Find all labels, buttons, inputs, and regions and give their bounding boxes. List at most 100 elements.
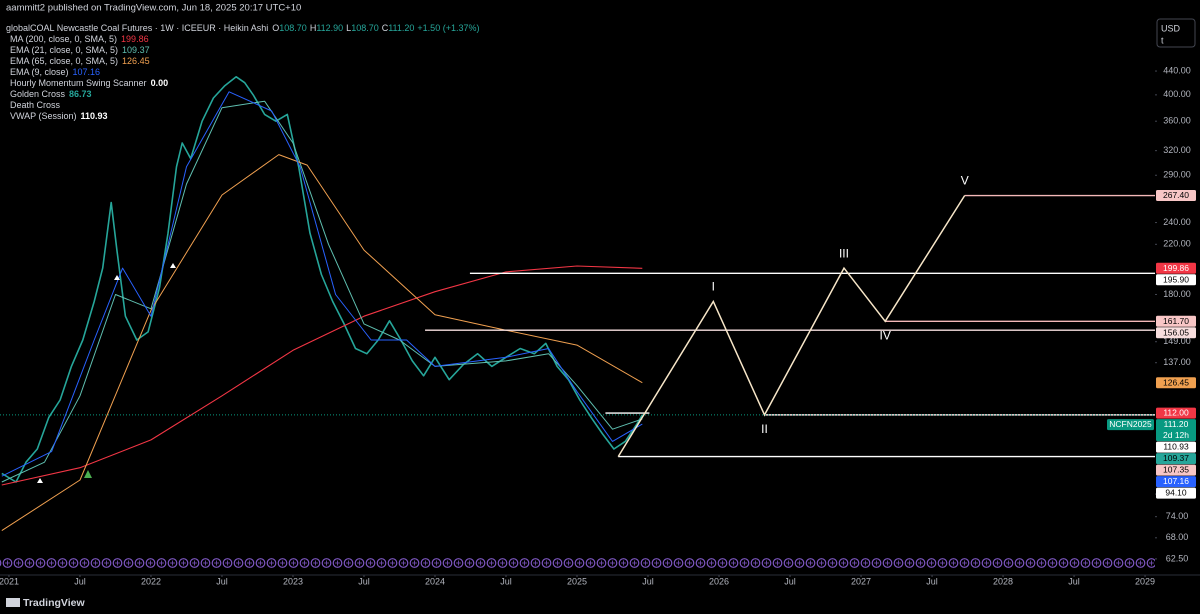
price-label-box (1156, 377, 1196, 389)
x-tick-label: Jul (74, 576, 86, 586)
price-label: 195.90 (1163, 274, 1189, 284)
ohlc-value: 111.20 (388, 23, 414, 33)
indicator-entry: Golden Cross 86.73 (10, 89, 92, 99)
ohlc-value: 108.70 (351, 23, 379, 33)
symbol-title: globalCOAL Newcastle Coal Futures · 1W ·… (6, 23, 268, 33)
legend-name: EMA (9, close) (10, 67, 69, 77)
x-tick-label: Jul (784, 576, 796, 586)
price-label-box (1156, 407, 1196, 419)
y-tick-label: 68.00 (1166, 532, 1189, 542)
price-label-box (1156, 453, 1196, 465)
change: +1.50 (+1.37%) (417, 23, 479, 33)
indicator-entry: Death Cross (10, 100, 61, 110)
x-tick-label: 2023 (283, 576, 303, 586)
session-markers (0, 557, 1155, 569)
legend-name: MA (200, close, 0, SMA, 5) (10, 34, 117, 44)
price-label-box (1156, 262, 1196, 274)
price-label: 112.00 (1163, 408, 1189, 418)
indicator-entry: VWAP (Session) 110.93 (10, 111, 108, 121)
currency[interactable]: USD (1161, 23, 1181, 33)
price-label: 107.35 (1163, 465, 1189, 475)
price-label: 156.05 (1163, 327, 1189, 337)
price-label-box (1156, 190, 1196, 202)
price-label-box (1156, 419, 1196, 442)
price-label: 107.16 (1163, 476, 1189, 486)
indicator-name: Death Cross (10, 100, 61, 110)
y-tick-label: 137.00 (1163, 357, 1191, 367)
price-label: 267.40 (1163, 190, 1189, 200)
y-tick-label: 360.00 (1163, 116, 1191, 126)
legend-value: 109.37 (122, 45, 150, 55)
legend-value: 107.16 (73, 67, 101, 77)
wave-label: III (839, 246, 849, 260)
price-label: 111.20 (1164, 419, 1189, 429)
price-label: 161.70 (1163, 316, 1189, 326)
x-tick-label: 2029 (1135, 576, 1155, 586)
legend-entry: EMA (9, close) 107.16 (10, 67, 100, 77)
symbol-tag: NCFN2025 (1109, 419, 1152, 429)
x-tick-label: 2025 (567, 576, 587, 586)
x-tick-label: 2021 (0, 576, 19, 586)
x-tick-label: Jul (500, 576, 512, 586)
price-label: 109.37 (1163, 453, 1189, 463)
price-label-box (1156, 476, 1196, 488)
ohlc-key: L (346, 23, 351, 33)
price-label: 110.93 (1163, 442, 1189, 452)
currency-box[interactable] (1156, 18, 1196, 48)
price-label: 94.10 (1165, 488, 1187, 498)
legend-entry: EMA (21, close, 0, SMA, 5) 109.37 (10, 45, 150, 55)
wave-projection (617, 195, 966, 457)
wave-label: I (712, 280, 715, 294)
legend-name: EMA (21, close, 0, SMA, 5) (10, 45, 118, 55)
price-label-box (1156, 274, 1196, 286)
legend-title: globalCOAL Newcastle Coal Futures · 1W ·… (6, 23, 479, 33)
ohlc-key: H (310, 23, 317, 33)
legend-value: 199.86 (121, 34, 149, 44)
price-label: 126.45 (1163, 377, 1189, 387)
y-tick-label: 62.50 (1166, 553, 1189, 563)
series-line (1, 91, 643, 477)
unit[interactable]: t (1161, 35, 1164, 45)
x-tick-label: 2028 (993, 576, 1013, 586)
legend-value: 126.45 (122, 56, 150, 66)
brand: TradingView (23, 597, 85, 609)
indicator-value: 110.93 (81, 111, 108, 121)
x-tick-label: Jul (216, 576, 228, 586)
symbol-tag-box (1107, 419, 1154, 431)
price-label-box (1156, 464, 1196, 476)
indicator-entry: Hourly Momentum Swing Scanner 0.00 (10, 78, 168, 88)
x-tick-label: 2022 (141, 576, 161, 586)
price-label-box (1156, 315, 1196, 327)
series-line (1, 100, 643, 483)
price-label: 199.86 (1163, 263, 1189, 273)
price-label-box (1156, 327, 1196, 339)
y-tick-label: 149.00 (1163, 336, 1191, 346)
x-tick-label: Jul (1068, 576, 1080, 586)
x-tick-label: 2027 (851, 576, 871, 586)
legend-entry: EMA (65, close, 0, SMA, 5) 126.45 (10, 56, 150, 66)
ohlc-key: O (272, 23, 279, 33)
legend-name: EMA (65, close, 0, SMA, 5) (10, 56, 118, 66)
plot-area (0, 76, 1155, 532)
golden-cross-marker (84, 470, 92, 478)
ohlc-key: C (382, 23, 389, 33)
y-tick-label: 220.00 (1163, 239, 1191, 249)
y-tick-label: 320.00 (1163, 145, 1191, 155)
indicator-name: Hourly Momentum Swing Scanner (10, 78, 147, 88)
brand-logo (6, 598, 20, 607)
y-tick-label: 290.00 (1163, 170, 1191, 180)
indicator-name: Golden Cross (10, 89, 66, 99)
indicator-value: 86.73 (69, 89, 92, 99)
wave-label: II (761, 422, 768, 436)
y-tick-label: 180.00 (1163, 289, 1191, 299)
series-line (1, 265, 643, 486)
price-label-box (1156, 441, 1196, 453)
x-tick-label: Jul (642, 576, 654, 586)
x-tick-label: Jul (358, 576, 370, 586)
series-line (1, 154, 643, 532)
x-tick-label: 2024 (425, 576, 445, 586)
y-tick-label: 240.00 (1163, 217, 1191, 227)
x-tick-label: Jul (926, 576, 938, 586)
